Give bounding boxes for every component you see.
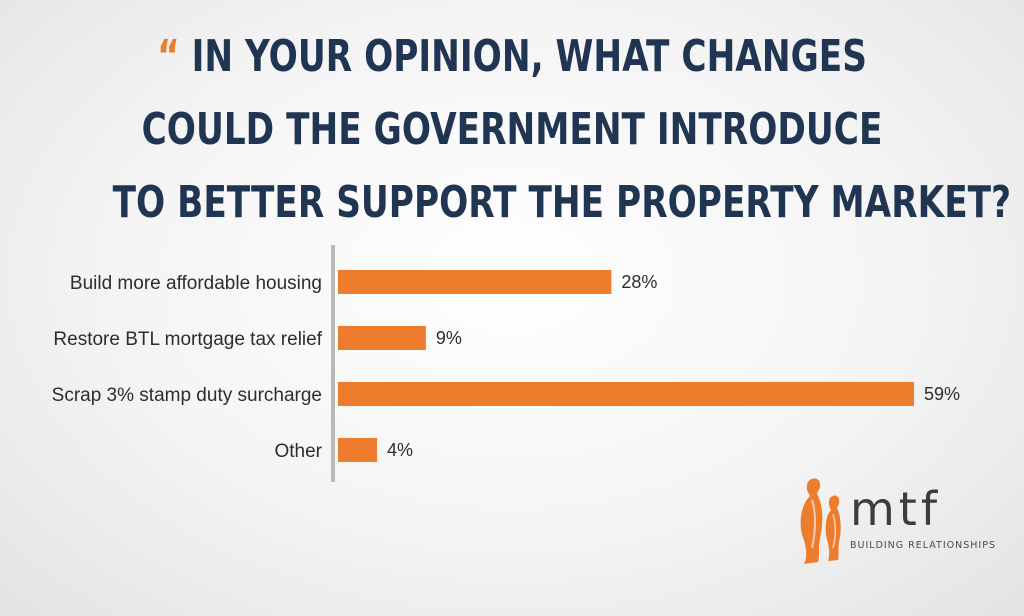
category-label: Restore BTL mortgage tax relief — [53, 329, 322, 350]
value-label: 9% — [436, 328, 462, 348]
category-label: Scrap 3% stamp duty surcharge — [52, 385, 322, 406]
bar — [338, 382, 914, 406]
open-quote-icon: “ — [157, 31, 180, 82]
title-line-2: COULD THE GOVERNMENT INTRODUCE — [141, 104, 883, 155]
value-label: 4% — [387, 440, 413, 460]
value-label: 59% — [924, 384, 960, 404]
chart-title: “ IN YOUR OPINION, WHAT CHANGES COULD TH… — [113, 20, 1024, 239]
category-label: Other — [274, 441, 322, 462]
logo-tagline: BUILDING RELATIONSHIPS — [850, 540, 996, 551]
close-quote-icon: ” — [1023, 177, 1024, 228]
bar — [338, 438, 378, 462]
penguins-icon — [800, 478, 841, 564]
category-label: Build more affordable housing — [70, 273, 322, 294]
mtf-logo: mtf BUILDING RELATIONSHIPS — [790, 470, 1010, 570]
bar — [338, 270, 612, 294]
title-line-3: TO BETTER SUPPORT THE PROPERTY MARKET? ” — [113, 166, 1024, 239]
logo-wordmark: mtf — [850, 482, 942, 536]
title-line-1: “ IN YOUR OPINION, WHAT CHANGES — [157, 31, 867, 82]
bar — [338, 326, 426, 350]
value-label: 28% — [621, 272, 657, 292]
